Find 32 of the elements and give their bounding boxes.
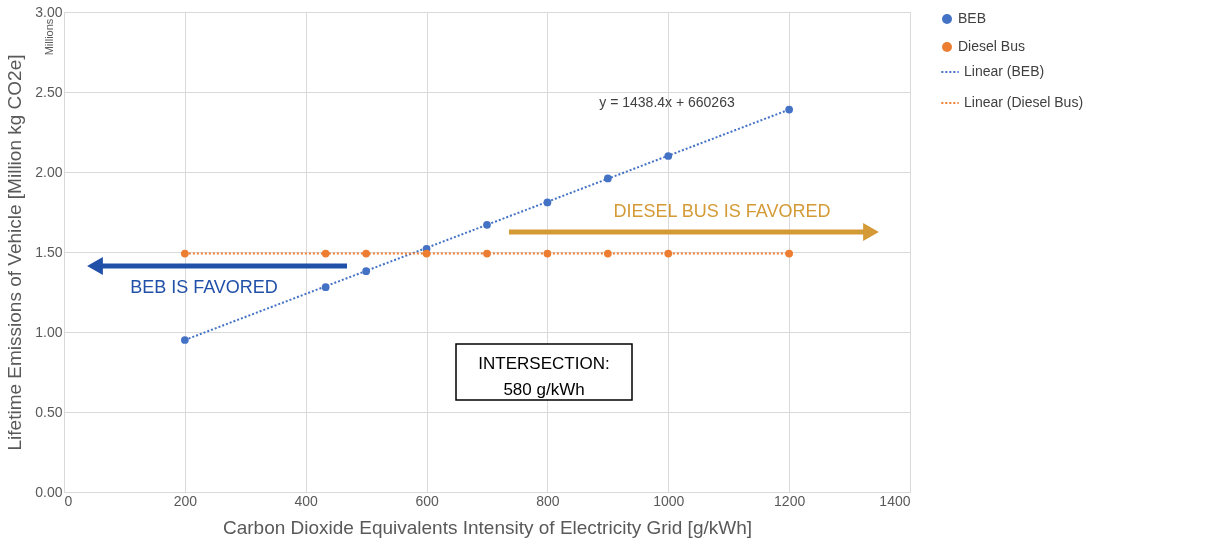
x-tick-label: 0 (64, 492, 73, 509)
legend-label: Linear (Diesel Bus) (964, 94, 1084, 110)
point (785, 249, 794, 258)
text: Millions (43, 18, 55, 56)
legend-label: Diesel Bus (958, 38, 1025, 54)
annotation: BEB IS FAVORED (130, 277, 278, 297)
y-tick-label: 2.00 (35, 163, 63, 180)
x-tick-label: 600 (415, 492, 439, 509)
y-axis-title: Lifetime Emissions of Vehicle [Million kg CO2e] (4, 54, 26, 451)
point (180, 336, 189, 344)
legend-label: Linear (BEB) (964, 63, 1045, 79)
y-tick-label: 1.50 (35, 243, 63, 260)
y-tick-label: 2.50 (35, 83, 63, 100)
x-tick-label: 400 (294, 492, 319, 509)
x-axis-title: Carbon Dioxide Equivalents Intensity of Electricity Grid [g/kWh] (222, 516, 753, 538)
x-tick-label: 1400 (879, 492, 911, 509)
point (664, 152, 673, 160)
annotation: DIESEL BUS IS FAVORED (613, 201, 831, 221)
annotation: y = 1438.4x + 660263 (599, 94, 735, 110)
x-tick-label: 1000 (653, 492, 685, 509)
x-tick-label: 200 (173, 492, 198, 509)
legend-label: BEB (958, 10, 987, 26)
y-tick-label: 1.00 (35, 323, 63, 340)
annotation: INTERSECTION: 580 g/kWh (478, 354, 610, 399)
point (483, 220, 491, 229)
point (785, 105, 794, 114)
y-tick-label: 0.50 (35, 403, 63, 420)
x-tick-label: 800 (536, 492, 560, 509)
y-tick-label: 3.00 (35, 3, 63, 20)
x-tick-label: 1200 (774, 492, 806, 509)
point (180, 249, 189, 258)
y-tick-label: 0.00 (35, 483, 63, 500)
